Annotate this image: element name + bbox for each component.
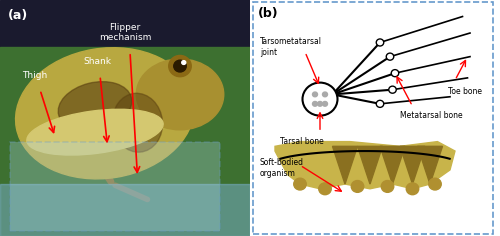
Text: Metatarsal bone: Metatarsal bone: [400, 111, 462, 120]
Circle shape: [169, 55, 191, 77]
Circle shape: [182, 61, 186, 64]
Circle shape: [391, 70, 399, 77]
FancyArrowPatch shape: [115, 185, 148, 199]
Circle shape: [389, 86, 396, 93]
Circle shape: [406, 183, 419, 195]
Circle shape: [174, 60, 186, 72]
Bar: [10, 142, 220, 231]
Polygon shape: [380, 146, 405, 184]
Polygon shape: [418, 146, 442, 184]
Polygon shape: [275, 142, 455, 189]
Text: Toe bone: Toe bone: [448, 87, 482, 96]
Ellipse shape: [16, 48, 194, 179]
Text: (a): (a): [8, 9, 28, 22]
Circle shape: [312, 92, 318, 97]
Text: Tarsal bone: Tarsal bone: [280, 137, 324, 146]
Circle shape: [429, 178, 442, 190]
Polygon shape: [400, 146, 425, 184]
Circle shape: [302, 83, 338, 116]
Polygon shape: [358, 146, 382, 184]
Circle shape: [318, 101, 322, 106]
FancyArrowPatch shape: [40, 137, 85, 146]
Circle shape: [322, 92, 328, 97]
Bar: [0, 47, 250, 236]
Text: Tarsometatarsal
joint: Tarsometatarsal joint: [260, 38, 322, 57]
Circle shape: [294, 178, 306, 190]
Circle shape: [351, 181, 364, 192]
Circle shape: [376, 100, 384, 107]
Circle shape: [386, 53, 394, 60]
Circle shape: [376, 39, 384, 46]
Bar: [0, 184, 250, 236]
Circle shape: [312, 101, 318, 106]
Ellipse shape: [136, 59, 224, 130]
Bar: [0, 0, 250, 47]
Circle shape: [382, 181, 394, 192]
Polygon shape: [332, 146, 357, 184]
Ellipse shape: [27, 109, 163, 155]
Text: (b): (b): [258, 7, 278, 20]
Text: Thigh: Thigh: [22, 71, 48, 80]
FancyArrowPatch shape: [89, 149, 111, 182]
Circle shape: [319, 183, 331, 195]
Ellipse shape: [112, 93, 162, 152]
Ellipse shape: [58, 82, 132, 131]
Text: Shank: Shank: [84, 57, 112, 66]
Text: Flipper
mechanism: Flipper mechanism: [99, 23, 151, 42]
Circle shape: [322, 101, 328, 106]
Text: Soft-bodied
organism: Soft-bodied organism: [260, 158, 304, 177]
